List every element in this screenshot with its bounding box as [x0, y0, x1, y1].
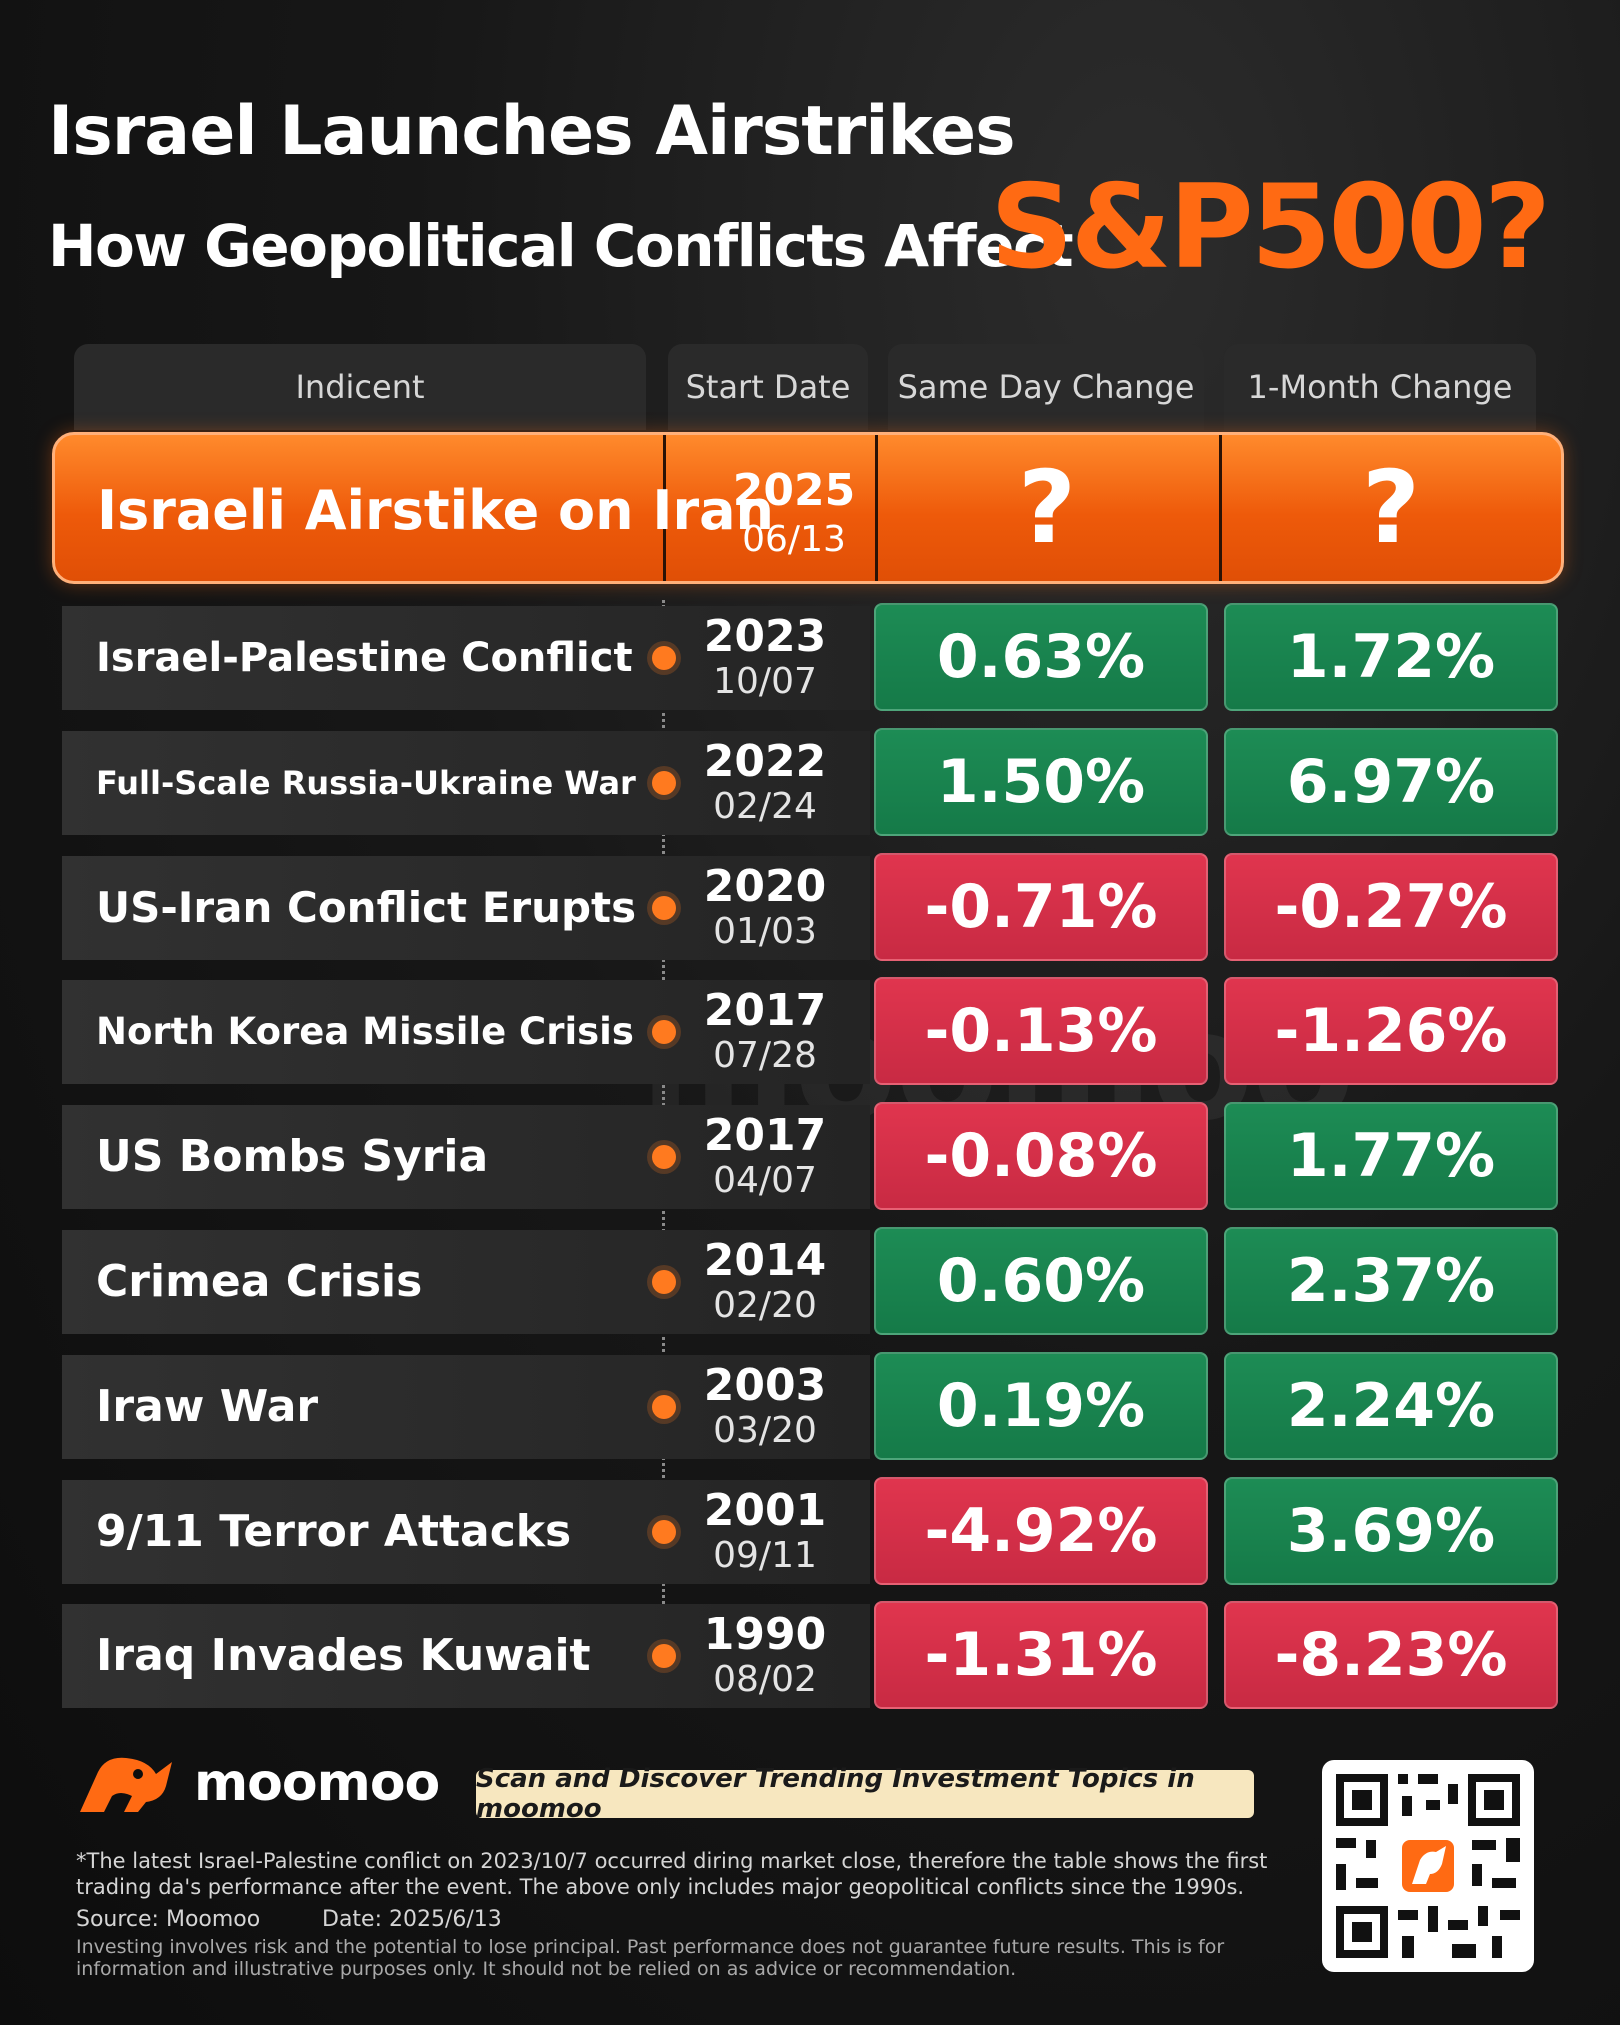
start-month-day: 02/24: [713, 786, 817, 827]
same-day-change-cell: 1.50%: [874, 728, 1208, 836]
same-day-change-cell: -4.92%: [874, 1477, 1208, 1585]
one-month-change-cell: -0.27%: [1224, 853, 1558, 961]
highlight-incident: Israeli Airstike on Iran: [97, 479, 774, 542]
incident-name: Full-Scale Russia-Ukraine War: [96, 764, 636, 802]
start-year: 2022: [703, 736, 827, 787]
table-row: North Korea Missile Crisis 2017 07/28 -0.13…: [62, 977, 1562, 1087]
same-day-change-cell: -0.13%: [874, 977, 1208, 1085]
page-subtitle: How Geopolitical Conflicts Affect: [48, 212, 1074, 280]
disclaimer: Investing involves risk and the potentia…: [76, 1936, 1225, 1980]
start-month-day: 08/02: [713, 1659, 817, 1700]
table-row: Crimea Crisis 2014 02/20 0.60% 2.37%: [62, 1227, 1562, 1337]
start-year: 2003: [703, 1360, 827, 1411]
incident-cell: Crimea Crisis: [62, 1230, 870, 1334]
start-year: 2001: [703, 1485, 827, 1536]
incident-name: Iraw War: [96, 1381, 319, 1432]
orange-dot-icon: [652, 771, 676, 795]
table-row: US-Iran Conflict Erupts 2020 01/03 -0.71% -0…: [62, 853, 1562, 963]
table-row: US Bombs Syria 2017 04/07 -0.08% 1.77%: [62, 1102, 1562, 1212]
incident-name: US Bombs Syria: [96, 1131, 489, 1182]
highlight-divider: [1219, 435, 1222, 581]
incident-name: 9/11 Terror Attacks: [96, 1506, 572, 1557]
table-row: Full-Scale Russia-Ukraine War 2022 02/24 1.…: [62, 728, 1562, 838]
orange-dot-icon: [652, 1145, 676, 1169]
incident-cell: Iraw War: [62, 1355, 870, 1459]
one-month-change-cell: 3.69%: [1224, 1477, 1558, 1585]
one-month-change-cell: -1.26%: [1224, 977, 1558, 1085]
one-month-change-cell: 1.77%: [1224, 1102, 1558, 1210]
incident-cell: US Bombs Syria: [62, 1105, 870, 1209]
start-month-day: 07/28: [713, 1035, 817, 1076]
incident-name: Crimea Crisis: [96, 1256, 423, 1307]
start-year: 2020: [703, 861, 827, 912]
same-day-change-cell: 0.19%: [874, 1352, 1208, 1460]
start-year: 2017: [703, 1110, 827, 1161]
table-row: Iraw War 2003 03/20 0.19% 2.24%: [62, 1352, 1562, 1462]
same-day-change-cell: 0.60%: [874, 1227, 1208, 1335]
same-day-change-cell: -1.31%: [874, 1601, 1208, 1709]
highlight-divider: [663, 435, 666, 581]
incident-name: US-Iran Conflict Erupts: [96, 883, 637, 932]
promo-banner: Scan and Discover Trending Investment To…: [476, 1764, 1254, 1824]
highlight-row: Israeli Airstike on Iran 2025 06/13 ? ?: [52, 432, 1564, 584]
incident-name: Iraq Invades Kuwait: [96, 1630, 591, 1681]
title-accent: S&P500?: [990, 160, 1551, 295]
highlight-same-day: ?: [1017, 449, 1076, 566]
start-year: 2014: [703, 1235, 827, 1286]
start-month-day: 04/07: [713, 1160, 817, 1201]
source-label: Source: Moomoo: [76, 1907, 261, 1932]
highlight-divider: [875, 435, 878, 581]
table-row: Iraq Invades Kuwait 1990 08/02 -1.31% -8.23%: [62, 1601, 1562, 1711]
incident-name: North Korea Missile Crisis: [96, 1010, 634, 1053]
incident-cell: US-Iran Conflict Erupts: [62, 856, 870, 960]
incident-cell: 9/11 Terror Attacks: [62, 1480, 870, 1584]
brand-logo: moomoo: [76, 1752, 440, 1814]
incident-cell: Iraq Invades Kuwait: [62, 1604, 870, 1708]
orange-dot-icon: [652, 1395, 676, 1419]
start-month-day: 09/11: [713, 1535, 817, 1576]
header-start-date: Start Date: [668, 344, 868, 430]
table-row: 9/11 Terror Attacks 2001 09/11 -4.92% 3.69%: [62, 1477, 1562, 1587]
date-label: Date: 2025/6/13: [322, 1907, 502, 1932]
orange-dot-icon: [652, 1270, 676, 1294]
brand-name: moomoo: [194, 1753, 440, 1813]
start-year: 2023: [703, 611, 827, 662]
start-month-day: 02/20: [713, 1285, 817, 1326]
orange-dot-icon: [652, 1520, 676, 1544]
one-month-change-cell: 2.37%: [1224, 1227, 1558, 1335]
start-year: 2017: [703, 985, 827, 1036]
highlight-one-month: ?: [1361, 449, 1420, 566]
header-same-day-change: Same Day Change: [888, 344, 1204, 430]
same-day-change-cell: -0.08%: [874, 1102, 1208, 1210]
orange-dot-icon: [652, 896, 676, 920]
incident-name: Israel-Palestine Conflict: [96, 635, 633, 681]
header-one-month-change: 1-Month Change: [1224, 344, 1536, 430]
same-day-change-cell: 0.63%: [874, 603, 1208, 711]
incident-cell: North Korea Missile Crisis: [62, 980, 870, 1084]
start-year: 1990: [703, 1609, 827, 1660]
start-month-day: 03/20: [713, 1410, 817, 1451]
orange-dot-icon: [652, 646, 676, 670]
one-month-change-cell: 1.72%: [1224, 603, 1558, 711]
qr-code-icon[interactable]: [1322, 1760, 1534, 1972]
start-month-day: 10/07: [713, 661, 817, 702]
orange-dot-icon: [652, 1644, 676, 1668]
table-row: Israel-Palestine Conflict 2023 10/07 0.63% 1…: [62, 603, 1562, 713]
highlight-year: 2025: [732, 465, 856, 516]
incident-cell: Full-Scale Russia-Ukraine War: [62, 731, 870, 835]
moomoo-bull-icon: [80, 1757, 172, 1812]
one-month-change-cell: 6.97%: [1224, 728, 1558, 836]
incident-cell: Israel-Palestine Conflict: [62, 606, 870, 710]
one-month-change-cell: 2.24%: [1224, 1352, 1558, 1460]
start-month-day: 01/03: [713, 911, 817, 952]
orange-dot-icon: [652, 1020, 676, 1044]
highlight-month-day: 06/13: [742, 519, 846, 560]
qr-code-graphic: [1336, 1774, 1520, 1958]
one-month-change-cell: -8.23%: [1224, 1601, 1558, 1709]
footnote: *The latest Israel-Palestine conflict on…: [76, 1849, 1268, 1899]
header-incident: Indicent: [74, 344, 646, 430]
page-title: Israel Launches Airstrikes: [48, 92, 1016, 171]
same-day-change-cell: -0.71%: [874, 853, 1208, 961]
